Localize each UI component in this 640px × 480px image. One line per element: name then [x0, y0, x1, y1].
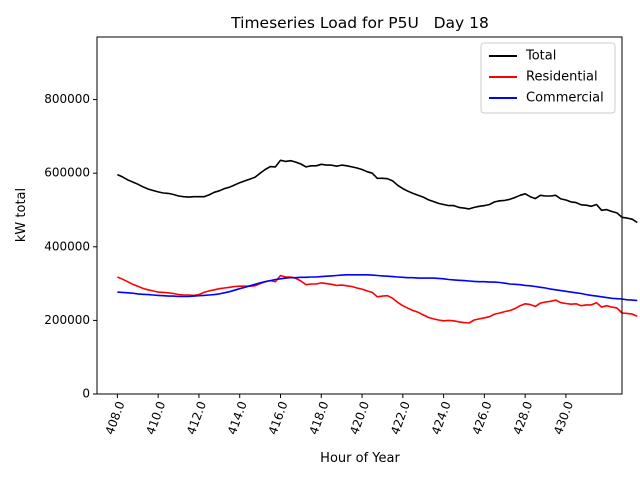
- y-tick-label: 200000: [44, 313, 90, 327]
- y-tick-label: 600000: [44, 166, 90, 180]
- chart-title: Timeseries Load for P5U Day 18: [230, 14, 489, 32]
- y-tick-label: 800000: [44, 92, 90, 106]
- series-line-total: [117, 159, 638, 224]
- legend-label-total: Total: [525, 49, 556, 64]
- legend-label-residential: Residential: [526, 70, 598, 85]
- legend-box: [480, 42, 616, 114]
- y-tick-label: 0: [82, 387, 90, 401]
- series-line-residential: [117, 274, 638, 324]
- y-axis: 0 200000 400000 600000 800000: [44, 92, 97, 401]
- series-line-commercial: [117, 273, 638, 302]
- y-tick-label: 400000: [44, 239, 90, 253]
- y-axis-label: kW total: [14, 188, 29, 242]
- legend: Total Residential Commercial: [480, 42, 616, 114]
- axes-frame: [96, 36, 623, 395]
- x-axis-label: Hour of Year: [320, 451, 400, 466]
- legend-label-commercial: Commercial: [526, 91, 604, 106]
- series-lines: [117, 159, 638, 324]
